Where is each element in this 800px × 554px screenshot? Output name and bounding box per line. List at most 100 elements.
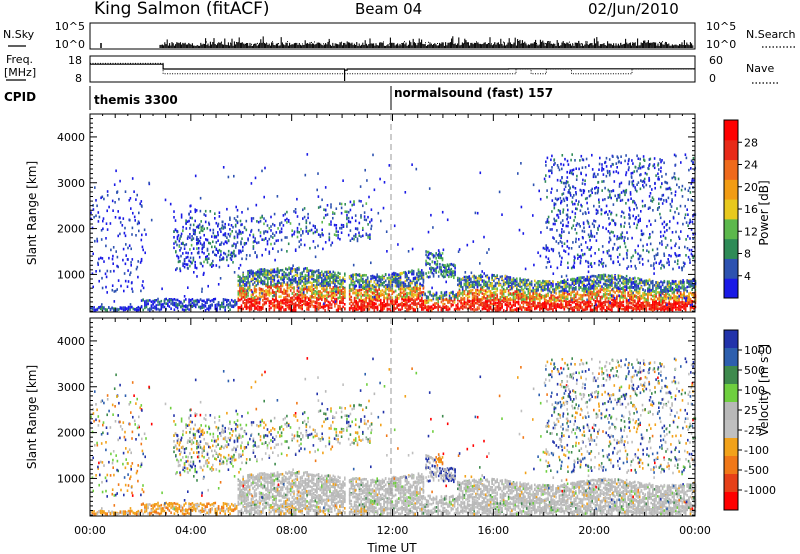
- power-cell: [350, 282, 353, 286]
- power-cell: [373, 285, 376, 289]
- power-cell: [394, 274, 397, 277]
- power-cell: [468, 304, 471, 307]
- power-cell: [291, 275, 294, 279]
- power-cell: [453, 301, 456, 304]
- power-cell: [414, 302, 416, 305]
- power-cell: [129, 308, 131, 311]
- power-cell: [383, 290, 385, 294]
- power-cell: [263, 296, 266, 299]
- power-cell: [422, 308, 425, 311]
- power-cell: [337, 271, 339, 275]
- power-cell: [339, 289, 341, 292]
- power-cell: [286, 273, 289, 277]
- power-cell: [652, 294, 654, 298]
- power-cell: [370, 300, 372, 303]
- power-cell: [502, 292, 505, 296]
- power-cell: [365, 300, 367, 303]
- power-cell: [270, 306, 272, 310]
- power-cell: [480, 278, 482, 281]
- power-cell: [547, 299, 549, 303]
- power-cell: [386, 277, 389, 280]
- power-cell: [327, 304, 330, 307]
- power-cell: [404, 275, 407, 279]
- power-cell: [301, 275, 303, 279]
- power-cell: [378, 295, 380, 299]
- power-cell: [399, 281, 402, 284]
- power-cell: [306, 296, 308, 299]
- power-cell: [430, 308, 433, 311]
- power-cell: [375, 283, 377, 286]
- power-cell: [502, 300, 505, 303]
- power-cell: [401, 271, 403, 275]
- power-cell: [388, 273, 390, 277]
- power-cell: [406, 294, 408, 298]
- power-cell: [298, 277, 300, 280]
- power-cell: [584, 306, 587, 309]
- power-cell: [324, 297, 326, 301]
- power-cell: [252, 270, 254, 273]
- power-cell: [309, 298, 312, 302]
- power-cell: [145, 305, 148, 309]
- power-cell: [363, 280, 366, 283]
- power-cell: [403, 289, 405, 293]
- power-cell: [298, 268, 300, 271]
- power-cell: [304, 297, 307, 300]
- power-cell: [350, 276, 353, 279]
- power-cell: [329, 278, 331, 282]
- power-cell: [529, 305, 531, 309]
- power-cell: [632, 286, 634, 289]
- power-cell: [316, 269, 318, 273]
- power-cell: [252, 271, 254, 275]
- power-cell: [547, 289, 549, 292]
- power-cell: [532, 289, 534, 292]
- power-cell: [291, 292, 294, 295]
- power-cell: [327, 275, 330, 278]
- power-cell: [578, 303, 580, 307]
- power-cell: [321, 305, 323, 309]
- power-cell: [362, 293, 364, 297]
- power-cell: [185, 304, 187, 307]
- power-cell: [484, 305, 487, 309]
- power-cell: [327, 277, 330, 280]
- power-cell: [273, 298, 276, 302]
- power-cell: [407, 307, 410, 310]
- power-cell: [627, 282, 629, 285]
- power-cell: [152, 303, 154, 306]
- power-cell: [365, 296, 367, 300]
- power-cell: [425, 305, 428, 309]
- power-cell: [393, 278, 395, 281]
- power-cell: [371, 283, 374, 287]
- power-cell: [285, 299, 287, 303]
- power-cell: [247, 297, 249, 301]
- power-cell: [363, 274, 366, 277]
- power-cell: [430, 305, 433, 308]
- power-cell: [468, 275, 471, 278]
- power-cell: [330, 303, 333, 306]
- power-cell: [499, 275, 502, 279]
- power-cell: [404, 298, 407, 301]
- power-cell: [573, 306, 575, 309]
- power-cell: [383, 300, 385, 304]
- power-cell: [332, 286, 335, 289]
- power-cell: [206, 307, 208, 311]
- power-cell: [393, 300, 395, 303]
- power-cell: [466, 297, 469, 300]
- power-cell: [381, 304, 384, 307]
- power-cell: [407, 271, 410, 274]
- power-cell: [293, 268, 295, 271]
- power-cell: [257, 272, 259, 276]
- power-cell: [265, 274, 267, 277]
- power-cell: [471, 301, 474, 305]
- power-cell: [299, 273, 302, 276]
- power-cell: [532, 302, 534, 306]
- power-cell: [578, 297, 580, 300]
- power-cell: [565, 280, 567, 284]
- power-cell: [222, 300, 225, 304]
- power-cell: [370, 305, 372, 309]
- power-cell: [373, 288, 376, 292]
- power-cell: [268, 304, 271, 308]
- power-cell: [527, 296, 530, 299]
- power-cell: [522, 281, 525, 284]
- power-cell: [273, 308, 276, 312]
- power-cell: [291, 286, 294, 290]
